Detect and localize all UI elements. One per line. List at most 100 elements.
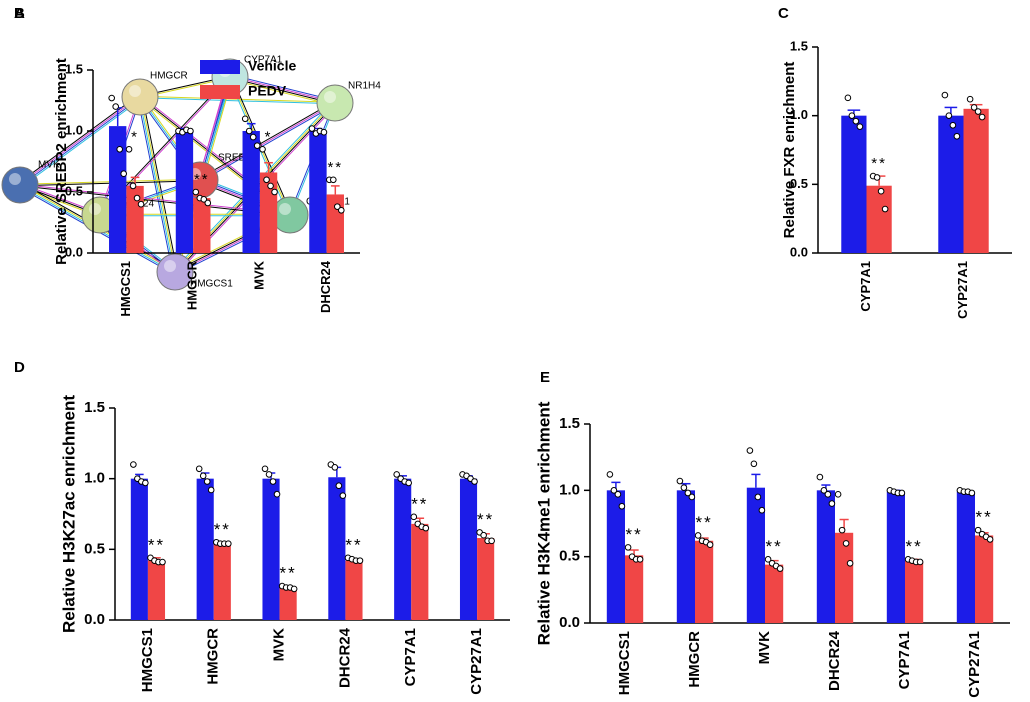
data-point — [195, 465, 203, 473]
data-point — [986, 536, 994, 543]
significance: ** — [148, 535, 165, 554]
data-point — [192, 188, 200, 196]
data-point — [112, 103, 119, 110]
data-point — [688, 493, 696, 501]
significance: ** — [327, 159, 343, 176]
significance: ** — [477, 510, 494, 529]
bar — [695, 540, 714, 623]
chart: E Relative H3K4me1 enrichment 0.0 0.5 1.0 1.5… — [534, 369, 1010, 698]
significance: ** — [871, 155, 887, 172]
significance: * — [131, 128, 139, 145]
data-point — [125, 146, 133, 153]
bar — [963, 108, 989, 253]
data-point — [159, 558, 166, 566]
bar — [147, 560, 166, 620]
data-point — [776, 565, 784, 572]
bar — [213, 543, 231, 620]
y-axis-label: Relative FXR enrichment — [781, 62, 798, 239]
data-point — [265, 471, 273, 478]
y-axis-label: Relative H3K27ac enrichment — [59, 395, 78, 633]
data-point — [245, 127, 253, 135]
bar — [130, 478, 148, 620]
bar — [175, 131, 194, 253]
data-point — [746, 447, 754, 454]
edge — [21, 98, 142, 188]
data-point — [203, 478, 211, 485]
bar — [262, 478, 280, 620]
data-point — [606, 471, 614, 478]
data-point — [290, 585, 298, 593]
significance: ** — [194, 171, 210, 188]
data-point — [267, 182, 274, 190]
data-point — [828, 500, 836, 507]
panel-label: E — [540, 369, 550, 386]
node — [271, 196, 309, 234]
data-point — [881, 205, 889, 213]
data-point — [676, 477, 684, 485]
significance: ** — [765, 537, 782, 556]
data-point — [187, 127, 194, 135]
y-axis-label: Relative H3K4me1 enrichment — [534, 401, 553, 645]
data-point — [848, 112, 856, 119]
bar — [816, 490, 835, 623]
y-tick-label: 0.0 — [559, 614, 580, 631]
data-point — [838, 526, 846, 534]
y-tick-label: 0.5 — [790, 176, 808, 191]
significance: ** — [345, 535, 362, 554]
data-point — [137, 200, 145, 208]
x-tick-label: CYP7A1 — [896, 631, 913, 689]
data-point — [393, 471, 400, 478]
data-point — [694, 532, 702, 539]
node-shine — [279, 203, 291, 215]
x-tick-label: CYP27A1 — [966, 631, 983, 698]
y-tick-label: 1.0 — [84, 470, 105, 487]
bar — [975, 535, 994, 623]
bar — [866, 185, 892, 253]
data-point — [405, 479, 412, 487]
bar — [676, 490, 695, 623]
bar — [394, 478, 412, 620]
data-point — [249, 133, 257, 141]
node-label: MVK — [38, 160, 60, 171]
panel-label: C — [778, 5, 789, 22]
data-point — [953, 132, 961, 140]
y-tick-label: 1.5 — [559, 415, 580, 432]
data-point — [820, 487, 828, 494]
edge — [141, 96, 178, 272]
node-label: HMGCR — [150, 71, 188, 82]
data-point — [941, 91, 949, 99]
data-point — [966, 95, 974, 103]
node-shine — [164, 260, 176, 272]
x-tick-label: CYP7A1 — [858, 261, 873, 312]
data-point — [116, 146, 123, 153]
node-label: NR1H4 — [348, 81, 381, 92]
x-tick-label: DHCR24 — [336, 627, 353, 688]
data-point — [949, 121, 957, 129]
edge — [139, 97, 335, 105]
edge — [198, 101, 335, 180]
data-point — [204, 199, 212, 207]
significance: ** — [905, 537, 922, 556]
edge — [20, 97, 141, 187]
node-label: SREBF2 — [218, 153, 257, 164]
y-tick-label: 1.5 — [790, 38, 808, 53]
edge — [18, 94, 139, 184]
data-point — [120, 170, 127, 177]
x-tick-label: DHCR24 — [826, 630, 843, 691]
significance: ** — [411, 494, 428, 513]
chart: D Relative H3K27ac enrichment 0.0 0.5 1.0 1.5… — [14, 359, 510, 695]
significance: ** — [695, 513, 712, 532]
bar — [459, 478, 478, 620]
data-point — [129, 182, 137, 190]
data-point — [846, 560, 854, 567]
x-tick-label: HMGCR — [686, 631, 703, 688]
data-point — [618, 502, 626, 510]
data-point — [834, 491, 842, 498]
data-point — [978, 113, 986, 121]
data-point — [610, 487, 618, 494]
y-tick-label: 1.5 — [84, 399, 105, 416]
significance: ** — [975, 508, 992, 527]
data-point — [856, 123, 864, 130]
data-point — [108, 94, 115, 102]
